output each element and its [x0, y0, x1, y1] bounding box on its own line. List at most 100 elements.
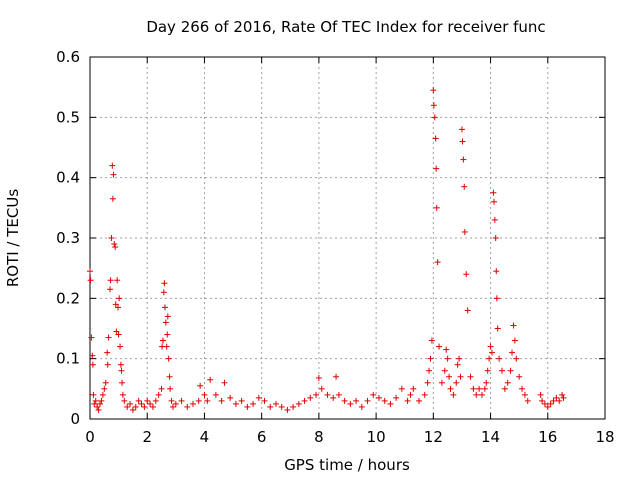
data-point [212, 391, 219, 398]
data-point [450, 391, 457, 398]
data-point [492, 235, 499, 241]
data-point [201, 391, 208, 398]
data-point [550, 397, 557, 404]
x-tick-label: 16 [538, 428, 557, 446]
data-point [486, 355, 493, 362]
plot-frame [89, 56, 606, 420]
data-point [347, 400, 354, 407]
data-point [358, 403, 365, 410]
data-point [115, 304, 122, 311]
data-point [155, 391, 162, 398]
data-point [105, 334, 112, 341]
data-point [163, 343, 170, 350]
data-point [113, 328, 120, 335]
data-point [261, 397, 268, 404]
data-point [556, 397, 563, 404]
data-point [168, 397, 175, 404]
data-point [172, 400, 179, 407]
data-point [152, 397, 159, 404]
data-point [117, 361, 124, 368]
data-point [484, 367, 491, 374]
data-point [119, 379, 126, 386]
data-point [416, 397, 423, 404]
data-point [107, 277, 114, 284]
y-tick-label: 0.3 [56, 229, 80, 247]
data-point [104, 349, 111, 356]
data-point [91, 400, 98, 407]
data-point [461, 228, 468, 235]
data-point [184, 403, 191, 410]
data-point [431, 114, 438, 121]
data-point [404, 397, 411, 404]
data-point [490, 189, 497, 196]
data-point [447, 385, 454, 392]
data-point [494, 325, 501, 332]
data-point [110, 171, 117, 178]
data-point [165, 355, 172, 362]
data-point [167, 385, 174, 392]
data-point [272, 400, 279, 407]
data-point [158, 385, 165, 392]
data-point [553, 394, 560, 401]
data-point [138, 400, 145, 407]
data-point [434, 259, 441, 266]
data-point [124, 403, 131, 410]
data-point [511, 337, 518, 344]
data-point [490, 198, 497, 205]
y-tick-label: 0.6 [56, 48, 80, 66]
data-point [430, 87, 437, 94]
data-point [426, 367, 433, 374]
y-tick-labels: 0 0.1 0.2 0.3 0.4 0.5 0.6 [56, 48, 80, 428]
data-point [460, 156, 467, 163]
x-tick-label: 6 [257, 428, 267, 446]
data-point [114, 277, 121, 284]
data-point [375, 394, 382, 401]
data-point [333, 373, 340, 380]
data-point [147, 400, 154, 407]
data-point [218, 397, 225, 404]
data-point [509, 349, 516, 356]
data-point [112, 301, 119, 308]
data-point [204, 397, 211, 404]
data-point [207, 376, 214, 383]
data-point [364, 397, 371, 404]
data-point [510, 322, 517, 329]
data-point [162, 319, 169, 326]
data-point [454, 361, 461, 368]
data-point [481, 385, 488, 392]
data-point [102, 379, 109, 386]
data-point [521, 391, 528, 398]
data-point [244, 403, 251, 410]
y-axis-label: ROTI / TECUs [4, 189, 22, 287]
data-point [541, 400, 548, 407]
data-point [387, 400, 394, 407]
data-point [410, 385, 417, 392]
data-point [524, 397, 531, 404]
data-point [407, 391, 414, 398]
data-point [159, 337, 166, 344]
data-point [539, 397, 546, 404]
data-point [132, 403, 139, 410]
data-point [116, 295, 123, 302]
data-point [87, 277, 94, 284]
data-point [232, 400, 239, 407]
data-point [537, 391, 544, 398]
data-point [135, 397, 142, 404]
data-point [341, 397, 348, 404]
data-point [278, 403, 285, 410]
data-point [178, 397, 185, 404]
data-point [459, 138, 466, 145]
data-point [112, 244, 119, 251]
data-point [421, 391, 428, 398]
data-points [87, 87, 567, 413]
data-point [458, 126, 465, 133]
y-tick-label: 0.4 [56, 169, 80, 187]
data-point [478, 391, 485, 398]
data-point [164, 331, 171, 338]
data-point [197, 382, 204, 389]
data-point [353, 397, 360, 404]
data-point [432, 135, 439, 142]
data-point [433, 204, 440, 211]
x-tick-label: 0 [85, 428, 95, 446]
